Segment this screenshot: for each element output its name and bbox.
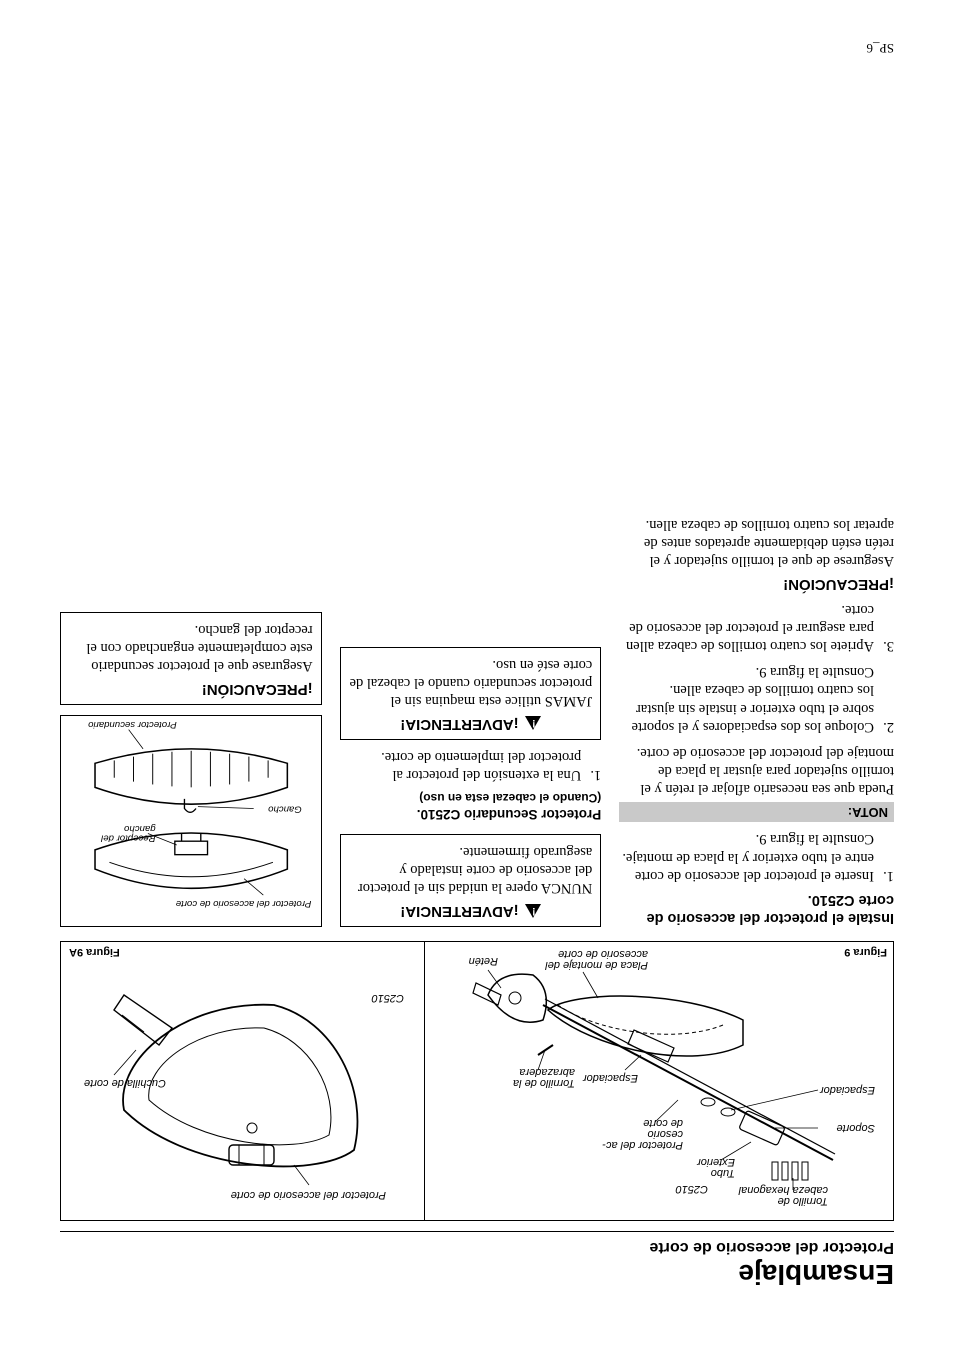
col1-step3: 3. Apriete los cuatro tornillos de cabez…: [619, 601, 894, 655]
warn-text: JAMAS utilice esta maquina sin el protec…: [349, 656, 593, 710]
svg-text:Protector del accesorio de cor: Protector del accesorio de corte: [175, 898, 311, 909]
text-columns: Instale el protector del accesorio de co…: [60, 516, 894, 927]
page-subtitle: Protector del accesorio de corte: [60, 1238, 894, 1256]
figure-9a-svg: Protector del accesorio de corte Cuchill…: [60, 940, 424, 1220]
page-title: Ensamblaje: [60, 1258, 894, 1290]
caution-text: Asegurase que el protector secundario es…: [69, 621, 313, 675]
step-text: Inserte el protector del accesorio de co…: [619, 830, 874, 884]
svg-text:Placa de montaje delaccesorio: Placa de montaje delaccesorio de corte: [545, 948, 648, 971]
svg-text:C2510: C2510: [371, 992, 404, 1004]
warn-label: ¡ADVERTENCIA!: [400, 901, 518, 920]
col3-illustration: Protector del accesorio de corte Recepto…: [60, 715, 322, 927]
figure-9-svg: Tornillo decabeza hexagonal Soporte Espa…: [423, 940, 893, 1220]
col2-warn1: ¡ADVERTENCIA! NUNCA opere la unidad sin …: [340, 834, 602, 927]
step-num: 2.: [874, 663, 894, 736]
col2-subhead: Protector Secundario C2510.: [340, 805, 602, 822]
caution-label: ¡PRECAUCIÓN!: [202, 679, 313, 698]
svg-text:Tornillo de laabrazadera: Tornillo de laabrazadera: [513, 1066, 575, 1089]
col1-step2: 2. Coloque los dos espaciadores y el sop…: [619, 663, 894, 736]
col2-warn2: ¡ADVERTENCIA! JAMAS utilice esta maquina…: [340, 647, 602, 740]
svg-text:Cuchilla de corte: Cuchilla de corte: [84, 1077, 166, 1089]
svg-text:Protector secundario: Protector secundario: [87, 719, 176, 730]
nota-bar: NOTA:: [619, 802, 894, 822]
col1-step1: 1. Inserte el protector del accesorio de…: [619, 830, 894, 884]
figure-9a-caption: Figura 9A: [69, 946, 120, 958]
warning-icon: [525, 716, 541, 730]
col-3: Protector del accesorio de corte Recepto…: [60, 516, 322, 927]
figure-9-box: Tornillo decabeza hexagonal Soporte Espa…: [424, 941, 894, 1221]
page-number: SP_6: [867, 40, 894, 56]
step-num: 1.: [581, 748, 601, 784]
figure-9a-box: Protector del accesorio de corte Cuchill…: [60, 941, 424, 1221]
step-num: 3.: [874, 601, 894, 655]
warning-icon: [525, 904, 541, 918]
col1-caution-head: ¡PRECAUCIÓN!: [619, 574, 894, 593]
figure-9-caption: Figura 9: [844, 946, 887, 958]
col-1: Instale el protector del accesorio de co…: [619, 516, 894, 927]
step-text: Apriete los cuatro tornillos de cabeza a…: [619, 601, 874, 655]
svg-text:Espaciador: Espaciador: [819, 1084, 875, 1096]
caution-head: ¡PRECAUCIÓN!: [69, 679, 313, 698]
nota-text: Pueda que sea necesario aflojar el retén…: [619, 744, 894, 798]
warn-text: NUNCA opere la unidad sin el protector d…: [349, 843, 593, 897]
warn-head: ¡ADVERTENCIA!: [349, 901, 593, 920]
col2-subsub: (Cuando el cabezal esta en uso): [340, 790, 602, 805]
svg-text:TuboExterior: TuboExterior: [696, 1156, 735, 1179]
svg-text:Protector del accesorio de cor: Protector del accesorio de corte: [231, 1189, 386, 1201]
svg-text:Soporte: Soporte: [836, 1122, 875, 1134]
col-2: ¡ADVERTENCIA! NUNCA opere la unidad sin …: [340, 516, 602, 927]
svg-text:Protector del ac-cesoriode cor: Protector del ac-cesoriode corte: [602, 1117, 683, 1151]
svg-text:Retén: Retén: [469, 955, 498, 967]
warn-head: ¡ADVERTENCIA!: [349, 714, 593, 733]
svg-text:Receptor delgancho: Receptor delgancho: [100, 823, 155, 844]
svg-text:C2510: C2510: [675, 1183, 708, 1195]
top-rule: [60, 1231, 894, 1232]
step-num: 1.: [874, 830, 894, 884]
svg-text:Gancho: Gancho: [267, 804, 301, 815]
col1-heading: Instale el protector del accesorio de co…: [619, 891, 894, 927]
step-text: Coloque los dos espaciadores y el soport…: [619, 663, 874, 736]
step-text: Una la extensión del protector al protec…: [340, 748, 582, 784]
svg-text:Espaciador: Espaciador: [582, 1072, 638, 1084]
warn-label: ¡ADVERTENCIA!: [400, 714, 518, 733]
figure-row: Tornillo decabeza hexagonal Soporte Espa…: [60, 941, 894, 1221]
svg-text:Tornillo decabeza hexagonal: Tornillo decabeza hexagonal: [738, 1184, 828, 1207]
col3-caution: ¡PRECAUCIÓN! Asegurase que el protector …: [60, 612, 322, 705]
col2-step1: 1. Una la extensión del protector al pro…: [340, 748, 602, 784]
col1-caution-text: Asegurese de que el tornillo sujetador y…: [619, 516, 894, 570]
